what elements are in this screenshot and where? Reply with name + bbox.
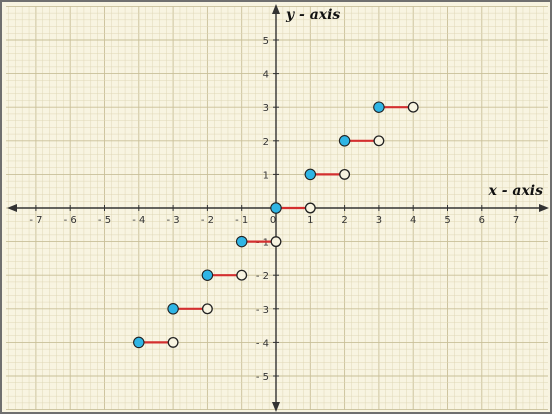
closed-endpoint [338, 135, 351, 147]
y-tick-label: 1 [263, 170, 269, 181]
x-tick-label: 5 [444, 215, 450, 226]
x-axis-label: x - axis [487, 183, 543, 199]
x-tick-label: - 5 [98, 215, 111, 226]
y-tick-label: 2 [263, 137, 269, 148]
closed-endpoint [270, 202, 282, 214]
y-tick-label: - 2 [256, 271, 269, 282]
x-tick-label: - 4 [132, 215, 145, 226]
x-tick-label: 6 [479, 215, 485, 226]
y-tick-label: 3 [263, 103, 269, 114]
x-tick-label: - 1 [235, 215, 248, 226]
open-endpoint [270, 236, 282, 248]
tick-labels: - 7 - 6 - 5 - 4 - 3 - 2 - 1 0 1 2 3 4 5 6 7 - 5 - 4 - 3 - … [29, 36, 519, 383]
y-axis-label: y - axis [285, 7, 340, 23]
y-tick-label: - 3 [256, 305, 269, 316]
y-axis-arrow-up [272, 4, 280, 14]
open-endpoint [236, 269, 248, 281]
x-axis-arrow-right [539, 204, 549, 212]
x-tick-label: 4 [410, 215, 416, 226]
x-tick-label: 3 [376, 215, 382, 226]
open-endpoint [407, 101, 419, 113]
y-tick-label: - 5 [256, 372, 269, 383]
y-tick-label: 4 [263, 70, 269, 81]
closed-endpoint [201, 269, 214, 281]
closed-endpoint [235, 235, 248, 248]
closed-endpoint [304, 168, 317, 181]
closed-endpoint [373, 101, 385, 113]
open-endpoint [201, 303, 213, 315]
x-tick-label: - 7 [29, 215, 42, 226]
open-endpoint [167, 336, 179, 348]
open-endpoint [304, 202, 316, 214]
x-tick-label: 1 [307, 215, 313, 226]
y-axis-arrow-down [272, 402, 280, 412]
open-endpoint [339, 168, 351, 180]
y-tick-label: - 4 [256, 338, 269, 349]
closed-endpoint [167, 303, 179, 315]
x-axis-arrow-left [7, 204, 17, 212]
x-tick-label: 7 [513, 215, 519, 226]
x-tick-label: 2 [341, 215, 347, 226]
open-endpoint [373, 135, 385, 147]
closed-endpoint [133, 336, 145, 349]
x-tick-label: - 3 [167, 215, 180, 226]
data-marks [133, 101, 419, 349]
y-tick-label: - 1 [256, 238, 269, 249]
x-tick-label: - 2 [201, 215, 214, 226]
x-tick-label: 0 [270, 215, 276, 226]
x-tick-label: - 6 [64, 215, 77, 226]
y-tick-label: 5 [263, 36, 269, 47]
